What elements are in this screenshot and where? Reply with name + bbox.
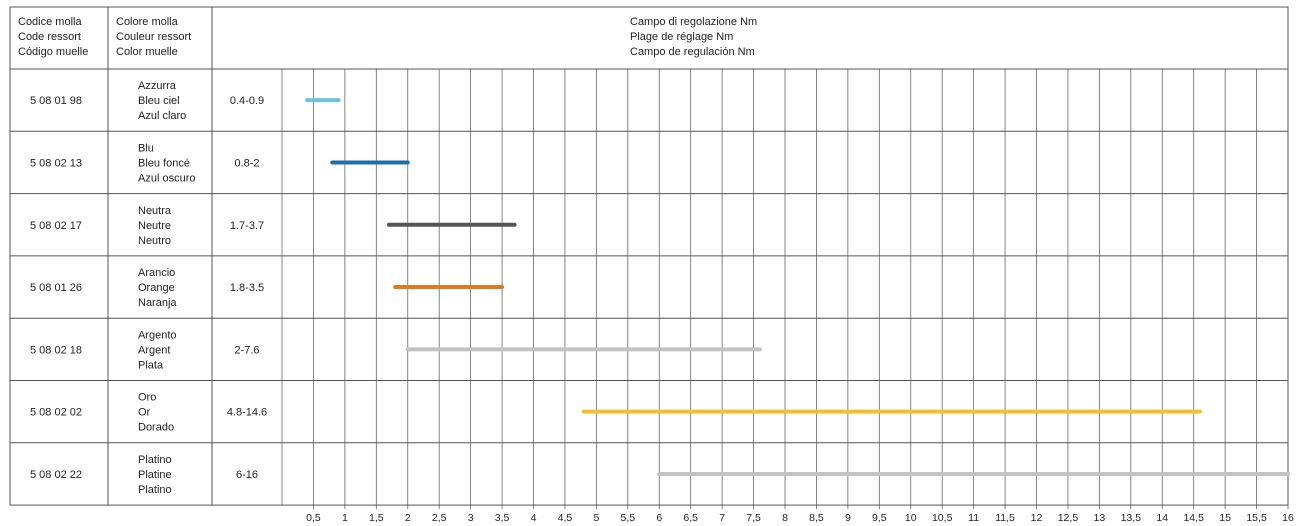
x-tick-label: 13	[1094, 512, 1106, 524]
x-tick-label: 8	[782, 512, 788, 524]
x-tick-label: 10,5	[932, 512, 953, 524]
x-tick-label: 1,5	[369, 512, 384, 524]
x-tick-label: 0,5	[306, 512, 321, 524]
spring-color-name: Azzurra	[138, 80, 177, 92]
x-tick-label: 14	[1156, 512, 1168, 524]
header-code-line-2: Code ressort	[18, 31, 81, 43]
x-tick-label: 11	[968, 512, 979, 524]
spring-color-name: Plata	[138, 359, 164, 371]
spring-color-name: Neutro	[138, 235, 171, 247]
spring-color-name: Naranja	[138, 297, 177, 309]
x-tick-label: 16	[1282, 512, 1294, 524]
spring-color-name: Arancio	[138, 267, 175, 279]
x-tick-label: 1	[342, 512, 348, 524]
range-label: 4.8-14.6	[227, 407, 267, 419]
header-code-line-1: Codice molla	[18, 16, 82, 28]
table-frame	[9, 6, 1289, 506]
x-tick-label: 6,5	[683, 512, 698, 524]
x-tick-label: 3,5	[495, 512, 510, 524]
spring-color-name: Or	[138, 407, 151, 419]
spring-code: 5 08 01 98	[30, 95, 82, 107]
x-tick-label: 15	[1219, 512, 1231, 524]
x-tick-label: 13,5	[1121, 512, 1142, 524]
range-bars	[305, 98, 1290, 476]
x-tick-label: 11,5	[995, 512, 1015, 524]
x-tick-label: 7	[719, 512, 725, 524]
spring-color-name: Azul oscuro	[138, 172, 195, 184]
spring-color-name: Argent	[138, 344, 170, 356]
range-label: 6-16	[236, 469, 258, 481]
header-color-line-2: Couleur ressort	[116, 31, 191, 43]
x-tick-label: 2,5	[432, 512, 447, 524]
header-color-line-3: Color muelle	[116, 46, 178, 58]
x-tick-label: 4,5	[558, 512, 573, 524]
spring-code: 5 08 02 18	[30, 344, 82, 356]
x-tick-label: 6	[656, 512, 662, 524]
header-code-line-3: Código muelle	[18, 46, 88, 58]
spring-code: 5 08 02 02	[30, 407, 82, 419]
header-range-line-1: Campo di regolazione Nm	[630, 16, 757, 28]
x-tick-labels: 0,5 1 1,5 2 2,5 3 3,5 4 4,5 5 5,5 6 6,5 7 7,5 8 8,5 9 9,5 1…	[306, 512, 1294, 524]
x-tick-label: 4	[531, 512, 537, 524]
x-tick-label: 9,5	[872, 512, 887, 524]
spring-code: 5 08 02 13	[30, 157, 82, 169]
x-tick-label: 5	[593, 512, 599, 524]
spring-color-name: Azul claro	[138, 110, 186, 122]
x-tick-label: 7,5	[746, 512, 761, 524]
x-tick-label: 2	[405, 512, 411, 524]
spring-color-name: Neutra	[138, 205, 172, 217]
spring-color-name: Platino	[138, 454, 172, 466]
spring-color-name: Platino	[138, 484, 172, 496]
spring-code: 5 08 01 26	[30, 282, 82, 294]
x-tick-label: 9	[845, 512, 851, 524]
header-color-line-1: Colore molla	[116, 16, 179, 28]
x-tick-label: 15,5	[1246, 512, 1267, 524]
table-header: Codice molla Code ressort Código muelle …	[18, 16, 757, 58]
range-label: 0.4-0.9	[230, 95, 264, 107]
spring-color-name: Platine	[138, 469, 172, 481]
spring-color-name: Blu	[138, 142, 154, 154]
x-tick-label: 10	[905, 512, 917, 524]
table-rows: 5 08 01 98 Azzurra Bleu ciel Azul claro 0.4-…	[30, 80, 267, 496]
spring-color-name: Neutre	[138, 220, 171, 232]
spring-color-name: Dorado	[138, 422, 174, 434]
header-range-line-3: Campo de regulación Nm	[630, 46, 755, 58]
grid-layer	[281, 69, 1289, 510]
spring-color-name: Oro	[138, 392, 156, 404]
x-tick-label: 12,5	[1058, 512, 1079, 524]
x-tick-label: 8,5	[809, 512, 824, 524]
x-tick-label: 12	[1031, 512, 1043, 524]
x-tick-label: 5,5	[621, 512, 636, 524]
spring-color-name: Argento	[138, 329, 177, 341]
spring-color-name: Orange	[138, 282, 175, 294]
range-label: 1.8-3.5	[230, 282, 264, 294]
spring-color-name: Bleu foncé	[138, 157, 190, 169]
x-tick-label: 14,5	[1183, 512, 1204, 524]
range-label: 2-7.6	[234, 344, 259, 356]
spring-color-name: Bleu ciel	[138, 95, 180, 107]
spring-code: 5 08 02 22	[30, 469, 82, 481]
range-label: 0.8-2	[234, 157, 259, 169]
range-label: 1.7-3.7	[230, 220, 264, 232]
x-tick-label: 3	[468, 512, 474, 524]
spring-code: 5 08 02 17	[30, 220, 82, 232]
header-range-line-2: Plage de réglage Nm	[630, 31, 733, 43]
